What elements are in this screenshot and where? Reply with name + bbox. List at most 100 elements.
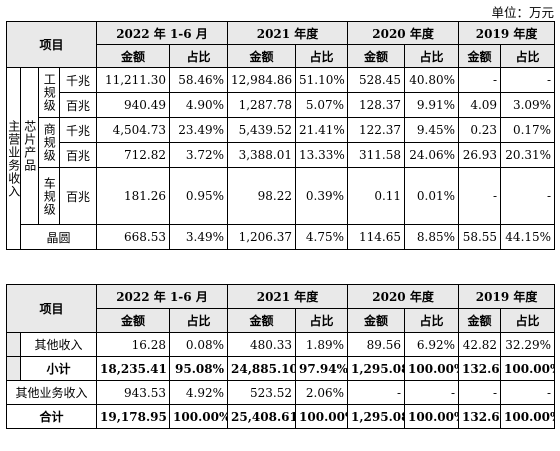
automotive-grade-label: 车规级 [38,167,60,225]
cell: 8.85% [404,224,460,250]
period-header-2020: 2020 年度 [347,21,460,45]
cell: 95.08% [169,356,229,381]
cell: 25,408.61 [227,404,297,429]
cell: 0.23 [458,117,502,143]
ratio-header: 占比 [404,308,460,333]
table-row: 其他业务收入 943.53 4.92% 523.52 2.06% - - - - [5,380,556,405]
period-header-2019: 2019 年度 [458,21,556,45]
amount-header: 金额 [347,44,406,68]
cell: 24.06% [404,142,460,168]
cell: 0.39% [295,167,349,225]
cell: 100.00% [500,356,556,381]
total-row: 合计 19,178.95 100.00% 25,408.61 100.00% 1… [5,404,556,429]
cell: 3,388.01 [227,142,297,168]
ratio-header: 占比 [295,44,349,68]
cell: 3.49% [169,224,229,250]
amount-header: 金额 [347,308,406,333]
cell: 0.95% [169,167,229,225]
cell: 51.10% [295,67,349,93]
cell: 58.46% [169,67,229,93]
commercial-grade-label: 商规级 [38,117,60,168]
cell: 128.37 [347,92,406,118]
speed-label: 千兆 [58,117,98,143]
cell: 9.91% [404,92,460,118]
cell: - [458,67,502,93]
cell: 1,287.78 [227,92,297,118]
header-row-metrics: 金额 占比 金额 占比 金额 占比 金额 占比 [7,44,556,68]
cell: 0.01% [404,167,460,225]
cell: 58.55 [458,224,502,250]
cell: 11,211.30 [96,67,171,93]
amount-header: 金额 [96,44,171,68]
cell: 940.49 [96,92,171,118]
ratio-header: 占比 [500,44,556,68]
cell: 97.94% [295,356,349,381]
unit-label: 单位：万元 [491,5,554,20]
cell: 21.41% [295,117,349,143]
cell: 16.28 [96,332,171,357]
cell: 122.37 [347,117,406,143]
cell: 12,984.86 [227,67,297,93]
cell: 1,206.37 [227,224,297,250]
cell: 5,439.52 [227,117,297,143]
cell: 100.00% [169,404,229,429]
header-row-periods: 项目 2022 年 1-6 月 2021 年度 2020 年度 2019 年度 [5,284,556,333]
speed-label: 百兆 [58,167,98,225]
amount-header: 金额 [458,308,502,333]
chip-products-label: 芯片产品 [20,67,39,225]
cell: 26.93 [458,142,502,168]
cell: 20.31% [500,142,556,168]
subtotal-label: 小计 [19,356,98,381]
cell: 181.26 [96,167,171,225]
cell: 40.80% [404,67,460,93]
cell: - [458,380,502,405]
other-income-label: 其他收入 [19,332,98,357]
ratio-header: 占比 [169,44,229,68]
cell: 4.90% [169,92,229,118]
wafer-label: 晶圆 [19,224,98,250]
cell: 3.09% [500,92,556,118]
cell: 668.53 [96,224,171,250]
cell: 0.17% [500,117,556,143]
cell: 4.92% [169,380,229,405]
cell: 6.92% [404,332,460,357]
period-header-2022h1: 2022 年 1-6 月 [96,21,229,45]
cell: 100.00% [500,404,556,429]
cell: 100.00% [404,356,460,381]
speed-label: 百兆 [58,92,98,118]
speed-label: 千兆 [58,67,98,93]
cell: 32.29% [500,332,556,357]
cell: 13.33% [295,142,349,168]
cell: 100.00% [404,404,460,429]
period-header-2021: 2021 年度 [227,21,349,45]
cell: 943.53 [96,380,171,405]
cell: 1.89% [295,332,349,357]
cell: 24,885.10 [227,356,297,381]
ratio-header: 占比 [500,308,556,333]
cell: 3.72% [169,142,229,168]
cell: 480.33 [227,332,297,357]
table-row: 百兆 712.82 3.72% 3,388.01 13.33% 311.58 2… [7,142,556,168]
cell: 311.58 [347,142,406,168]
cell: 5.07% [295,92,349,118]
item-header: 项目 [5,284,98,333]
table-row: 晶圆 668.53 3.49% 1,206.37 4.75% 114.65 8.… [7,224,556,250]
period-header-2019: 2019 年度 [458,284,556,309]
subtotal-row: 小计 18,235.41 95.08% 24,885.10 97.94% 1,2… [6,356,556,381]
cell: - [500,67,556,93]
cell: 4.75% [295,224,349,250]
cell: 523.52 [227,380,297,405]
cell: 98.22 [227,167,297,225]
period-header-2020: 2020 年度 [347,284,460,309]
ratio-header: 占比 [169,308,229,333]
cell: 9.45% [404,117,460,143]
ratio-header: 占比 [404,44,460,68]
table-row: 车规级 百兆 181.26 0.95% 98.22 0.39% 0.11 0.0… [7,167,556,225]
header-row-periods: 项目 2022 年 1-6 月 2021 年度 2020 年度 2019 年度 [5,21,556,68]
cell: - [404,380,460,405]
cell: 4.09 [458,92,502,118]
period-header-2022h1: 2022 年 1-6 月 [96,284,229,309]
revenue-summary-table: 项目 2022 年 1-6 月 2021 年度 2020 年度 2019 年度 … [5,284,556,429]
item-header: 项目 [5,21,98,68]
cell: 114.65 [347,224,406,250]
